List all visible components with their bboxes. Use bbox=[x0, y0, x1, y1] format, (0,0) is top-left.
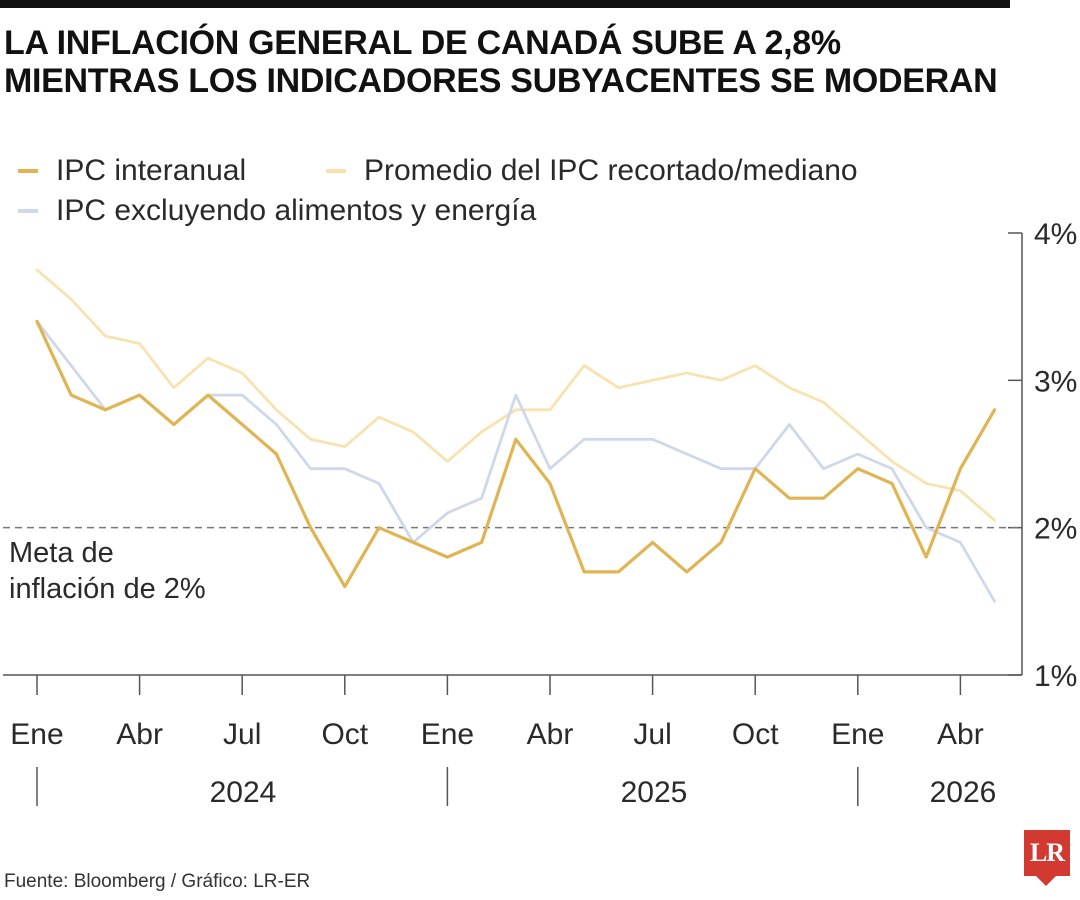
legend-item-headline: IPC interanual bbox=[18, 154, 247, 187]
lr-logo: LR bbox=[1024, 830, 1070, 886]
x-tick-label: Ene bbox=[10, 718, 63, 751]
y-tick-label: 1% bbox=[1034, 660, 1077, 693]
legend-item-core: IPC excluyendo alimentos y energía bbox=[18, 194, 537, 227]
x-tick-label: Abr bbox=[116, 718, 163, 751]
chart-title-line-1: LA INFLACIÓN GENERAL DE CANADÁ SUBE A 2,… bbox=[4, 24, 841, 62]
x-tick-label: Jul bbox=[223, 718, 261, 751]
target-label-line-1: Meta de bbox=[9, 537, 114, 569]
x-tick-label: Ene bbox=[421, 718, 474, 751]
legend-label-trimmed: Promedio del IPC recortado/mediano bbox=[364, 154, 858, 187]
legend-item-trimmed: Promedio del IPC recortado/mediano bbox=[326, 154, 858, 187]
year-label: 2025 bbox=[621, 776, 688, 809]
legend-swatch-core bbox=[18, 209, 38, 213]
x-tick-label: Jul bbox=[633, 718, 671, 751]
source-note: Fuente: Bloomberg / Gráfico: LR-ER bbox=[4, 871, 311, 892]
series-line-headline bbox=[35, 319, 997, 589]
y-tick-label: 4% bbox=[1034, 218, 1077, 251]
lr-logo-mark: LR bbox=[1024, 830, 1070, 876]
series-line-trimmed bbox=[35, 268, 996, 522]
legend-label-core: IPC excluyendo alimentos y energía bbox=[56, 194, 537, 227]
legend-label-headline: IPC interanual bbox=[56, 154, 247, 187]
target-label-line-2: inflación de 2% bbox=[9, 573, 206, 605]
x-tick-label: Oct bbox=[321, 718, 368, 751]
y-tick-label: 3% bbox=[1034, 365, 1077, 398]
chart-title-line-2: MIENTRAS LOS INDICADORES SUBYACENTES SE … bbox=[4, 62, 998, 100]
lr-logo-tail bbox=[1036, 876, 1056, 886]
year-label: 2024 bbox=[210, 776, 277, 809]
chart-title: LA INFLACIÓN GENERAL DE CANADÁ SUBE A 2,… bbox=[4, 24, 998, 100]
x-tick-label: Ene bbox=[831, 718, 884, 751]
x-tick-label: Abr bbox=[527, 718, 574, 751]
year-label: 2026 bbox=[930, 776, 997, 809]
top-rule bbox=[0, 0, 1010, 8]
x-tick-label: Abr bbox=[937, 718, 984, 751]
y-tick-label: 2% bbox=[1034, 513, 1077, 546]
x-tick-label: Oct bbox=[732, 718, 779, 751]
legend-swatch-headline bbox=[18, 169, 38, 173]
series-line-core bbox=[35, 319, 996, 603]
legend-swatch-trimmed bbox=[326, 169, 346, 173]
